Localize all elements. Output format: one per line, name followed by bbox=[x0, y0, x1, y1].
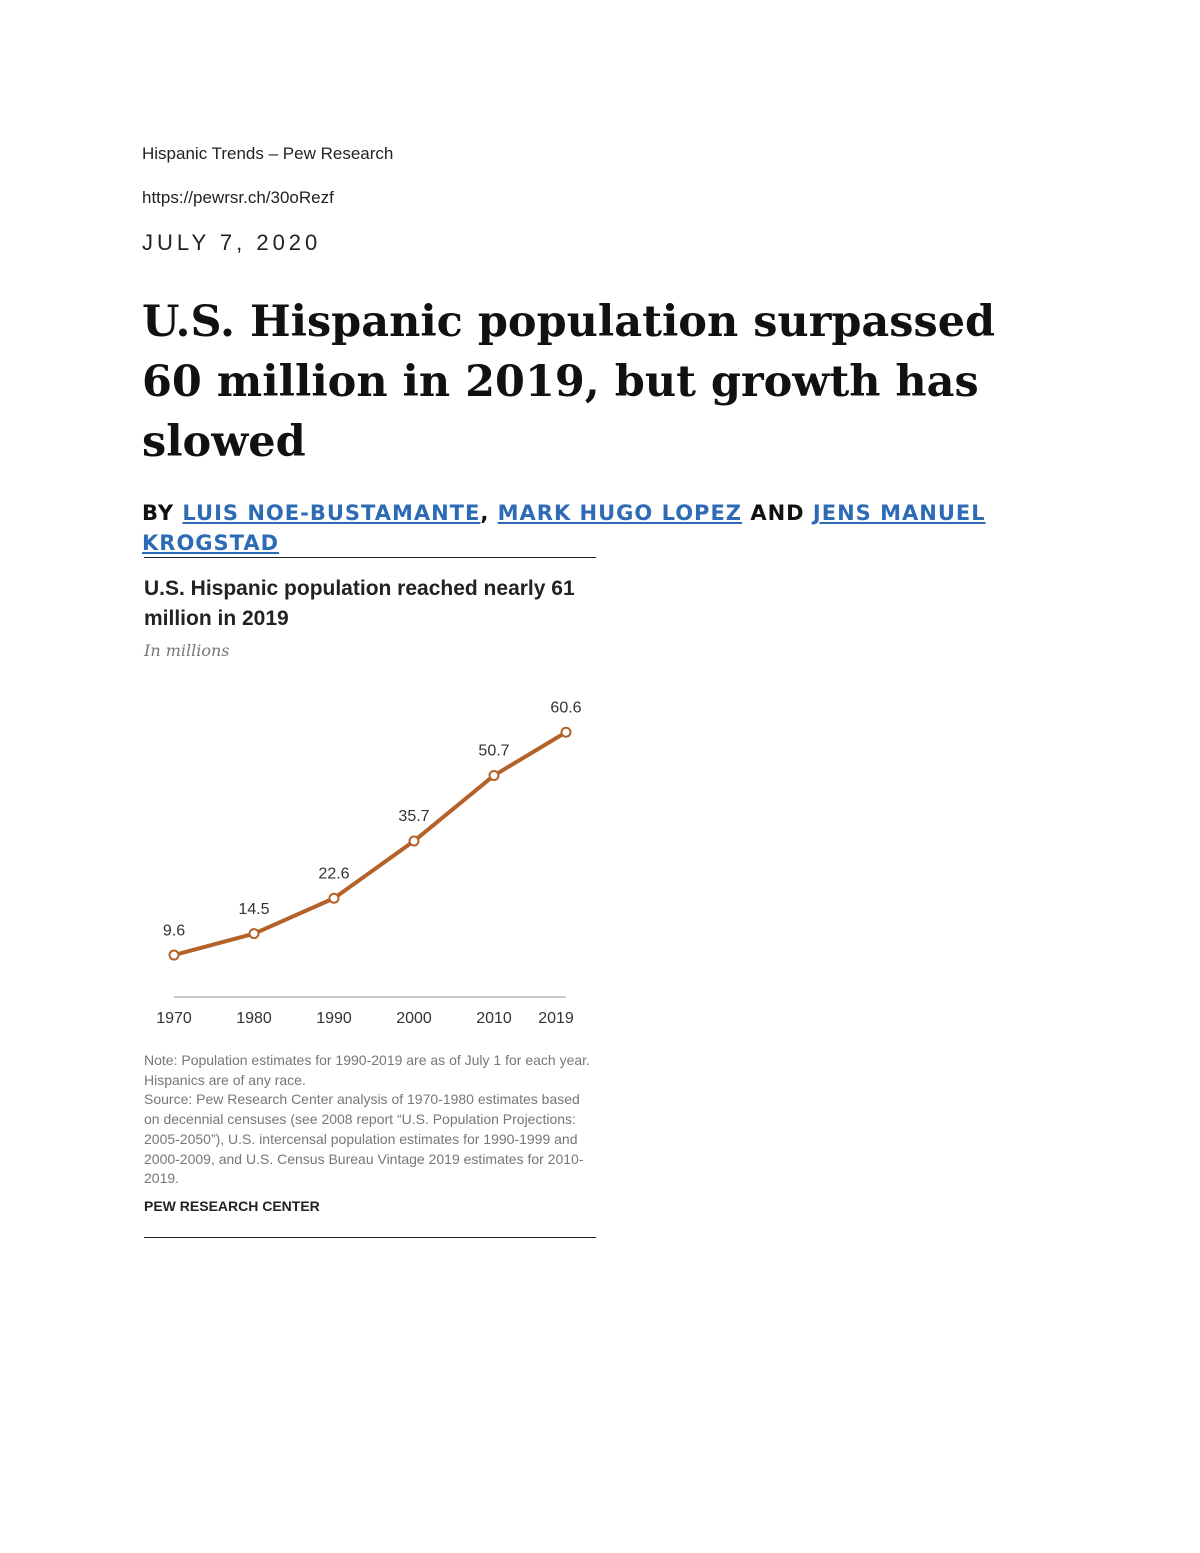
separator: , bbox=[480, 501, 490, 525]
byline-by: BY bbox=[142, 501, 175, 525]
chart: 1970 1980 1990 2000 2010 2019 9.6 14.5 22.6 35.7 5… bbox=[156, 699, 581, 1027]
x-tick-label: 1970 bbox=[156, 1010, 192, 1027]
chart-source: Source: Pew Research Center analysis of … bbox=[144, 1091, 584, 1187]
point bbox=[488, 769, 500, 781]
line bbox=[173, 730, 568, 957]
value-label: 35.7 bbox=[398, 808, 429, 825]
x-tick-label: 1990 bbox=[316, 1010, 352, 1027]
author-link[interactable]: JENS MANUEL KROGSTAD bbox=[142, 501, 986, 555]
chart-credit: PEW RESEARCH CENTER bbox=[144, 1198, 320, 1214]
date: JULY 7, 2020 bbox=[142, 230, 322, 255]
x-tick-label: 2019 bbox=[538, 1010, 574, 1027]
point bbox=[408, 835, 420, 847]
value-label: 60.6 bbox=[550, 699, 581, 716]
rule bbox=[144, 557, 596, 558]
point bbox=[248, 928, 260, 940]
author-link[interactable]: LUIS NOE-BUSTAMANTE bbox=[182, 501, 481, 525]
point bbox=[168, 949, 180, 961]
rule bbox=[144, 1237, 596, 1238]
chart-subtitle: In millions bbox=[144, 641, 230, 660]
point bbox=[560, 726, 572, 738]
url[interactable]: https://pewrsr.ch/30oRezf bbox=[142, 188, 334, 207]
value-label: 22.6 bbox=[318, 865, 349, 882]
conjunction: AND bbox=[750, 501, 805, 525]
source-line: Hispanic Trends – Pew Research bbox=[142, 144, 394, 163]
point bbox=[328, 892, 340, 904]
value-label: 14.5 bbox=[238, 901, 269, 918]
article-title: U.S. Hispanic population surpassed 60 mi… bbox=[142, 297, 996, 467]
chart-title: U.S. Hispanic population reached nearly … bbox=[144, 577, 575, 630]
byline: BY LUIS NOE-BUSTAMANTE, MARK HUGO LOPEZ … bbox=[142, 498, 1062, 558]
x-tick-label: 1980 bbox=[236, 1010, 272, 1027]
x-tick-label: 2010 bbox=[476, 1010, 512, 1027]
value-label: 9.6 bbox=[163, 922, 185, 939]
chart-note: Note: Population estimates for 1990-2019… bbox=[144, 1052, 590, 1088]
notes: Note: Population estimates for 1990-2019… bbox=[144, 1051, 599, 1189]
author-link[interactable]: MARK HUGO LOPEZ bbox=[497, 501, 743, 525]
x-tick-label: 2000 bbox=[396, 1010, 432, 1027]
value-label: 50.7 bbox=[478, 743, 509, 760]
